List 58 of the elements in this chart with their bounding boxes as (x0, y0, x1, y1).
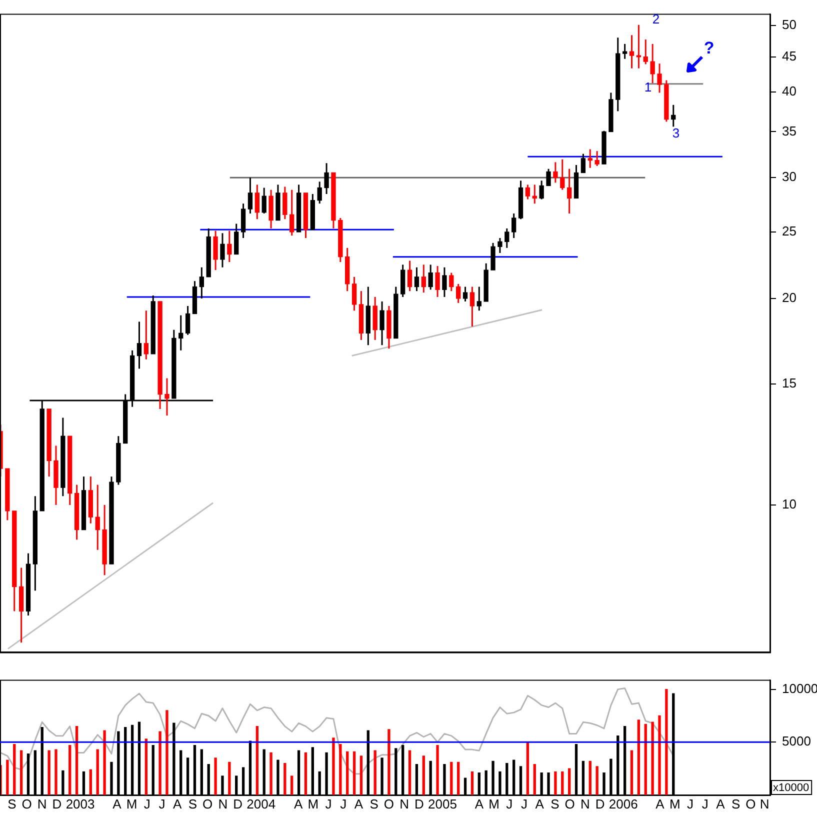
x-tick-label: A (354, 796, 364, 812)
y-tick-label: 20 (782, 290, 796, 306)
x-tick-label: D (233, 796, 243, 812)
x-tick-label: S (550, 796, 560, 812)
x-tick-label: A (716, 796, 726, 812)
annotation: 1 (644, 80, 652, 95)
y-tick-label: 25 (782, 224, 796, 239)
x-tick-label: 2005 (428, 796, 457, 812)
x-tick-label: A (112, 796, 122, 812)
x-tick-label: 2003 (66, 796, 95, 812)
x-tick-label: A (656, 796, 665, 812)
x-tick-label: M (308, 796, 319, 812)
y-tick-label: 15 (782, 376, 796, 391)
x-tick-label: S (370, 796, 379, 812)
x-tick-label: D (595, 796, 605, 812)
x-tick-label: A (474, 796, 484, 812)
x-tick-label: J (325, 796, 332, 812)
annotation: 3 (672, 126, 680, 141)
x-tick-label: J (158, 796, 166, 812)
y-tick-label: 50 (782, 17, 796, 32)
y-tick-label: 40 (782, 84, 796, 99)
x-tick-label: S (731, 796, 740, 812)
x-tick-label: J (520, 796, 528, 812)
x-tick-label: N (580, 796, 590, 812)
x-tick-label: A (173, 796, 182, 812)
x-tick-label: O (564, 796, 575, 812)
x-tick-label: O (746, 796, 756, 812)
y-tick-label: 35 (782, 123, 796, 138)
y-tick-label: 30 (782, 169, 796, 184)
annotation: ? (704, 38, 714, 58)
x-tick-label: J (506, 796, 513, 812)
y-tick-label: 45 (782, 48, 796, 64)
x-tick-label: O (202, 796, 213, 812)
x-tick-label: N (400, 796, 410, 812)
x-tick-label: 2004 (246, 796, 276, 812)
x-tick-label: O (384, 796, 394, 812)
text: x10000 (773, 782, 810, 794)
x-tick-label: D (52, 796, 62, 812)
x-tick-label: J (702, 796, 708, 812)
x-tick-label: 2006 (608, 796, 638, 812)
y-tick-label: 10 (782, 496, 796, 512)
x-tick-label: S (8, 796, 17, 812)
x-tick-label: M (669, 796, 680, 812)
x-tick-label: O (22, 796, 32, 812)
x-tick-label: M (488, 796, 500, 812)
x-tick-label: J (144, 796, 150, 812)
x-tick-label: N (37, 796, 47, 812)
y-tick-label: 5000 (782, 734, 811, 749)
x-tick-label: M (126, 796, 138, 812)
annotation: 2 (652, 12, 660, 27)
x-tick-label: J (686, 796, 694, 812)
x-tick-label: N (760, 796, 770, 812)
x-tick-label: A (294, 796, 303, 812)
x-tick-label: D (414, 796, 424, 812)
x-tick-label: J (340, 796, 347, 812)
x-tick-label: A (535, 796, 544, 812)
x-tick-label: N (218, 796, 228, 812)
x-tick-label: S (188, 796, 198, 812)
